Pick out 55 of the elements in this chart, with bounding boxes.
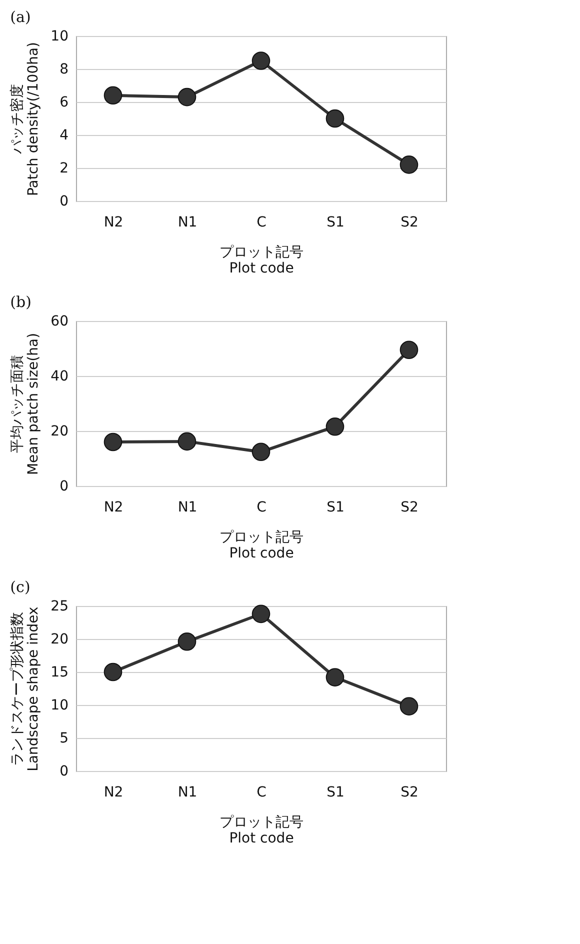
point — [178, 88, 196, 106]
x-tick-label: S1 — [326, 500, 344, 516]
chart-title: (a) — [10, 8, 31, 26]
x-tick-label: N1 — [178, 214, 198, 230]
chart-title: (b) — [10, 293, 32, 311]
y-axis-title: パッチ密度 Patch density(/100ha) — [10, 42, 42, 196]
y-tick-label: 20 — [50, 632, 68, 648]
point — [178, 432, 196, 451]
y-tick-label: 10 — [50, 28, 68, 44]
point — [400, 697, 418, 716]
y-tick-label: 15 — [50, 664, 68, 680]
chart-title: (c) — [10, 578, 30, 596]
x-tick-label: S2 — [400, 214, 418, 230]
point — [326, 109, 344, 128]
point — [252, 442, 270, 462]
point — [104, 662, 122, 682]
y-tick-label: 60 — [50, 314, 68, 330]
y-tick-label: 5 — [60, 730, 68, 746]
point — [400, 156, 418, 174]
x-tick-label: C — [256, 784, 267, 800]
point — [326, 417, 344, 436]
y-tick-label: 0 — [60, 478, 68, 494]
y-axis-title: 平均パッチ面積 Mean patch size(ha) — [10, 332, 42, 476]
y-tick-label: 0 — [60, 764, 68, 780]
x-axis-title: プロット記号 Plot code — [220, 244, 304, 276]
x-tick-label: S2 — [400, 784, 418, 800]
point — [252, 604, 270, 624]
x-tick-label: S1 — [326, 784, 344, 800]
y-tick-label: 0 — [60, 194, 68, 210]
y-tick-label: 10 — [50, 698, 68, 714]
x-tick-label: S1 — [326, 214, 344, 230]
x-tick-label: N1 — [178, 500, 198, 516]
y-tick-label: 4 — [60, 128, 69, 144]
point — [104, 86, 122, 105]
x-axis-title: プロット記号 Plot code — [220, 530, 304, 562]
y-tick-label: 8 — [60, 62, 68, 78]
x-tick-label: N2 — [104, 214, 124, 230]
x-tick-label: S2 — [400, 500, 418, 516]
point — [178, 632, 196, 651]
x-tick-label: N2 — [104, 784, 124, 800]
point — [104, 432, 122, 452]
y-axis-title: ランドスケープ形状指数 Landscape shape index — [10, 606, 42, 772]
point — [326, 668, 344, 686]
point — [252, 52, 270, 70]
y-tick-label: 25 — [50, 598, 68, 614]
x-axis-title: プロット記号 Plot code — [220, 814, 304, 846]
x-tick-label: C — [256, 214, 267, 230]
point — [400, 340, 418, 360]
y-tick-label: 2 — [60, 160, 68, 176]
y-tick-label: 6 — [60, 94, 69, 110]
y-tick-label: 40 — [50, 368, 68, 384]
x-tick-label: N1 — [178, 784, 198, 800]
y-tick-label: 20 — [50, 424, 68, 440]
x-tick-label: N2 — [104, 500, 124, 516]
x-tick-label: C — [256, 500, 267, 516]
